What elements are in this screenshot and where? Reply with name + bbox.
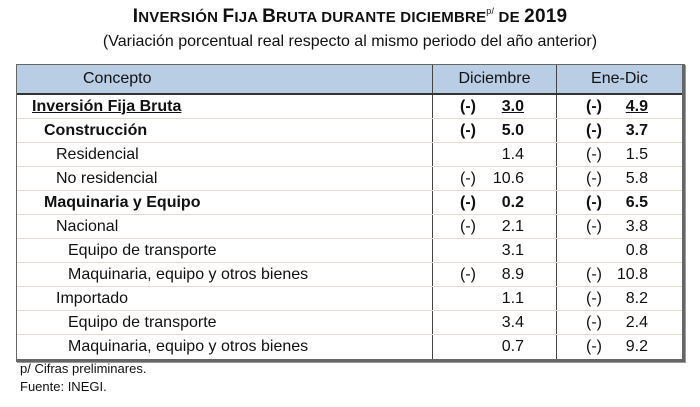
- row-concepto: No residencial: [56, 169, 158, 187]
- ene-dic-value: 5.8: [625, 169, 648, 187]
- ene-dic-value: 3.7: [625, 121, 648, 139]
- header-ene-dic: Ene-Dic: [591, 70, 648, 87]
- dic-value: 2.1: [501, 217, 524, 235]
- dic-value: 8.9: [501, 265, 524, 283]
- dic-value: 1.4: [501, 145, 524, 163]
- ene-dic-value: 4.9: [625, 97, 648, 115]
- ene-dic-sign: (-): [586, 338, 602, 355]
- table-row: Nacional (-) 2.1 (-) 3.8: [17, 215, 682, 239]
- ene-dic-value: 3.8: [625, 217, 648, 235]
- table-row: Maquinaria, equipo y otros bienes (-) 8.9…: [17, 263, 682, 287]
- row-concepto: Maquinaria y Equipo: [44, 193, 201, 211]
- table-row: Residencial 1.4 (-) 1.5: [17, 143, 682, 167]
- dic-value: 0.7: [501, 338, 524, 355]
- dic-value: 3.0: [501, 97, 524, 115]
- ene-dic-value: 10.8: [616, 265, 648, 283]
- ene-dic-value: 9.2: [625, 338, 648, 355]
- dic-sign: (-): [460, 169, 476, 187]
- header-concepto: Concepto: [17, 65, 433, 93]
- ene-dic-value: 8.2: [625, 289, 648, 307]
- header-diciembre: Diciembre: [433, 65, 557, 93]
- row-concepto: Construcción: [44, 121, 148, 139]
- row-concepto: Maquinaria, equipo y otros bienes: [68, 265, 309, 283]
- dic-value: 5.0: [501, 121, 524, 139]
- ene-dic-sign: (-): [586, 97, 602, 115]
- table-row: Construcción (-) 5.0 (-) 3.7: [17, 119, 682, 143]
- table-row: Equipo de transporte 3.4 (-) 2.4: [17, 311, 682, 335]
- table-header: Concepto Diciembre Ene-Dic: [17, 65, 682, 95]
- dic-value: 3.1: [501, 241, 524, 259]
- ene-dic-sign: (-): [586, 313, 602, 331]
- ene-dic-value: 1.5: [625, 145, 648, 163]
- table-row: Inversión Fija Bruta (-) 3.0 (-) 4.9: [17, 95, 682, 119]
- table-row: Maquinaria, equipo y otros bienes 0.7 (-…: [17, 335, 682, 359]
- ene-dic-value: 0.8: [625, 241, 648, 259]
- ene-dic-sign: (-): [586, 265, 602, 283]
- dic-value: 10.6: [492, 169, 524, 187]
- dic-value: 1.1: [501, 289, 524, 307]
- row-concepto: Equipo de transporte: [68, 241, 217, 259]
- footnote-source: Fuente: INEGI.: [20, 379, 107, 394]
- ene-dic-sign: (-): [586, 193, 602, 211]
- dic-sign: (-): [460, 193, 476, 211]
- dic-sign: (-): [460, 97, 476, 115]
- dic-sign: (-): [460, 265, 476, 283]
- ene-dic-sign: (-): [586, 169, 602, 187]
- table-title: INVERSIÓN FIJA BRUTA DURANTE DICIEMBREp/…: [132, 6, 568, 27]
- row-concepto: Inversión Fija Bruta: [32, 97, 182, 115]
- table-row: Maquinaria y Equipo (-) 0.2 (-) 6.5: [17, 191, 682, 215]
- data-table: Concepto Diciembre Ene-Dic Inversión Fij…: [16, 64, 685, 362]
- ene-dic-sign: (-): [586, 217, 602, 235]
- ene-dic-value: 2.4: [625, 313, 648, 331]
- row-concepto: Maquinaria, equipo y otros bienes: [68, 338, 309, 355]
- ene-dic-sign: (-): [586, 289, 602, 307]
- table-row: Importado 1.1 (-) 8.2: [17, 287, 682, 311]
- table-row: No residencial (-) 10.6 (-) 5.8: [17, 167, 682, 191]
- table-subtitle: (Variación porcentual real respecto al m…: [102, 33, 598, 50]
- ene-dic-sign: (-): [586, 145, 602, 163]
- dic-sign: (-): [460, 121, 476, 139]
- footnote-preliminary: p/ Cifras preliminares.: [20, 361, 147, 376]
- row-concepto: Nacional: [56, 217, 119, 235]
- row-concepto: Equipo de transporte: [68, 313, 217, 331]
- dic-value: 0.2: [501, 193, 524, 211]
- row-concepto: Importado: [56, 289, 129, 307]
- ene-dic-value: 6.5: [625, 193, 648, 211]
- ene-dic-sign: (-): [586, 121, 602, 139]
- row-concepto: Residencial: [56, 145, 139, 163]
- dic-value: 3.4: [501, 313, 524, 331]
- dic-sign: (-): [460, 217, 476, 235]
- table-row: Equipo de transporte 3.1 0.8: [17, 239, 682, 263]
